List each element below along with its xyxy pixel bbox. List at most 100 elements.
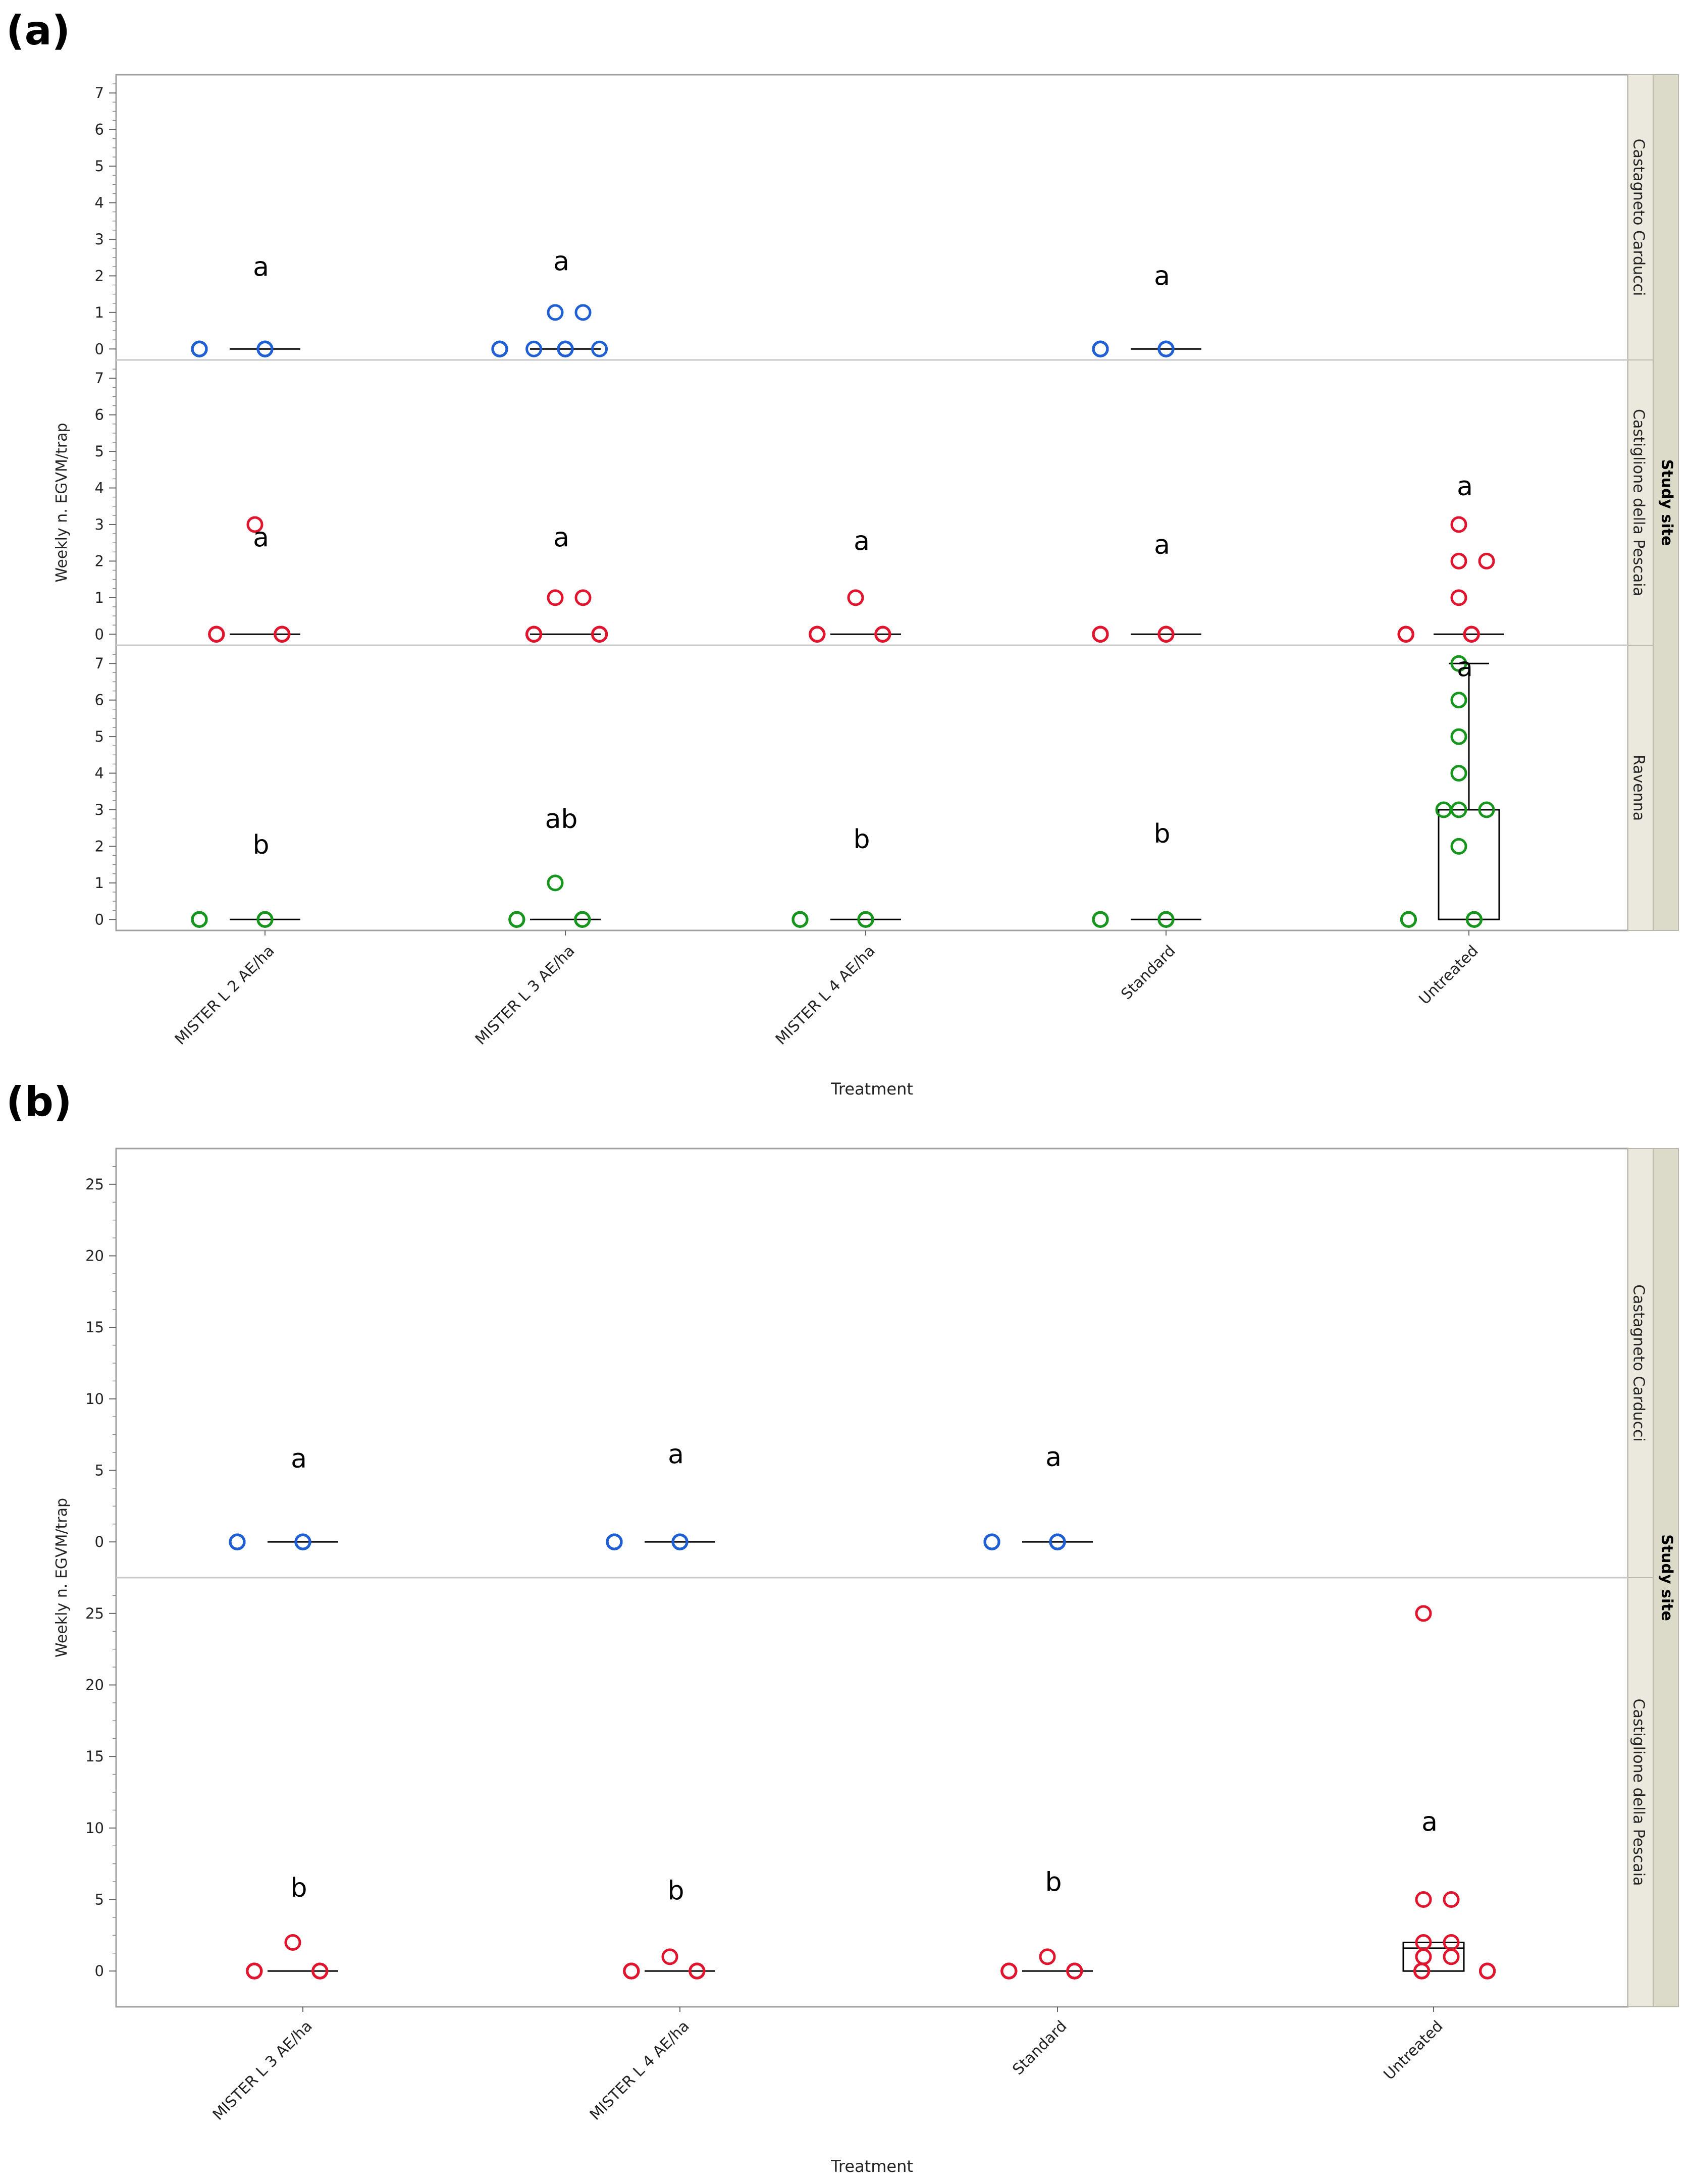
box [1438, 809, 1500, 920]
y-tick-label: 0 [95, 626, 104, 643]
group-mister-l-4-ae-ha: b [623, 1876, 715, 1980]
data-point [623, 1962, 640, 1980]
data-point [311, 1962, 329, 1980]
y-tick-label: 3 [95, 231, 104, 248]
facet-title-strip [1653, 1148, 1679, 2007]
y-tick-label: 7 [95, 84, 104, 101]
data-point [1066, 1962, 1083, 1980]
data-point [574, 911, 591, 928]
data-point [1415, 1948, 1432, 1965]
group-untreated: a [1397, 472, 1504, 643]
data-point [508, 911, 525, 928]
significance-letter: a [854, 527, 870, 557]
significance-letter: b [1153, 819, 1170, 849]
data-point [1000, 1962, 1018, 1980]
data-point [1400, 911, 1417, 928]
y-axis-title: Weekly n. EGVM/trap [53, 423, 71, 582]
facet-castiglione-della-pescaia: Castiglione della Pescaia 0 5 10 15 20 25 b b b a [85, 1577, 1653, 1980]
facet-castagneto-carducci: Castagneto Carducci 0 1 2 3 4 5 6 7 a a a [95, 83, 1648, 357]
y-tick-label: 25 [85, 1176, 104, 1193]
data-point [1039, 1948, 1056, 1965]
panel-label: (a) [6, 7, 70, 54]
data-point [246, 1962, 263, 1980]
significance-letter: ab [545, 804, 578, 835]
panel-b: (b) Study site Weekly n. EGVM/trap Treatmen… [6, 1078, 1679, 2176]
y-tick-label: 5 [95, 1891, 104, 1908]
y-tick-label: 1 [95, 874, 104, 892]
x-axis-title: Treatment [830, 1079, 913, 1099]
y-tick-label: 10 [85, 1390, 104, 1408]
group-mister-l-4-ae-ha: b [791, 824, 901, 928]
significance-letter: b [667, 1876, 684, 1906]
x-tick-label: Untreated [1415, 942, 1482, 1008]
y-tick-label: 4 [95, 480, 104, 497]
facet-strip-label: Castiglione della Pescaia [1630, 409, 1648, 596]
significance-letter: a [668, 1439, 684, 1470]
y-tick-label: 1 [95, 304, 104, 321]
significance-letter: a [253, 252, 269, 282]
y-tick-label: 2 [95, 267, 104, 284]
data-point [525, 626, 543, 643]
group-standard: b [1000, 1867, 1093, 1980]
significance-letter: b [290, 1873, 307, 1903]
data-point [1450, 655, 1467, 672]
group-untreated: a [1400, 653, 1500, 928]
significance-letter: a [1154, 530, 1170, 560]
y-tick-label: 4 [95, 765, 104, 782]
y-tick-label: 3 [95, 801, 104, 818]
y-tick-label: 25 [85, 1605, 104, 1622]
y-tick-label: 20 [85, 1247, 104, 1265]
data-point [1478, 801, 1495, 818]
panel-label: (b) [6, 1078, 72, 1125]
data-point [574, 589, 592, 606]
y-tick-label: 6 [95, 406, 104, 424]
data-point [1463, 626, 1480, 643]
y-tick-label: 1 [95, 589, 104, 606]
y-tick-label: 2 [95, 838, 104, 855]
data-point [1092, 911, 1109, 928]
data-point [1450, 728, 1467, 745]
data-point [591, 626, 608, 643]
data-point [284, 1934, 301, 1951]
y-tick-label: 20 [85, 1677, 104, 1694]
data-point [857, 911, 874, 928]
facet-strip-label: Castagneto Carducci [1630, 1284, 1648, 1442]
y-tick-label: 6 [95, 121, 104, 138]
y-tick-label: 5 [95, 158, 104, 175]
data-point [547, 589, 564, 606]
significance-letter: a [1045, 1442, 1062, 1473]
data-point [1465, 911, 1483, 928]
x-tick-label: Standard [1009, 2017, 1070, 2078]
y-tick-label: 0 [95, 911, 104, 928]
y-tick-label: 7 [95, 370, 104, 387]
data-point [847, 589, 864, 606]
significance-letter: b [252, 830, 269, 860]
group-standard: a [1092, 262, 1201, 357]
group-standard: a [983, 1442, 1093, 1550]
x-tick-label: Standard [1118, 942, 1179, 1003]
data-point [983, 1533, 1000, 1550]
data-point [491, 340, 508, 357]
facet-strip-label: Castiglione della Pescaia [1630, 1699, 1648, 1886]
group-mister-l-3-ae-ha: a [525, 523, 608, 643]
data-point [874, 626, 891, 643]
data-point [1397, 626, 1414, 643]
group-mister-l-2-ae-ha: b [191, 830, 300, 928]
x-axis-title: Treatment [830, 2157, 913, 2176]
y-axis-title: Weekly n. EGVM/trap [53, 1498, 71, 1657]
data-point [191, 911, 208, 928]
y-tick-label: 5 [95, 1462, 104, 1479]
data-point [1092, 340, 1109, 357]
group-standard: b [1092, 819, 1201, 928]
data-point [229, 1533, 246, 1550]
data-point [591, 340, 608, 357]
group-mister-l-3-ae-ha: a [491, 247, 608, 357]
significance-letter: a [291, 1444, 307, 1474]
data-point [791, 911, 809, 928]
y-tick-label: 10 [85, 1819, 104, 1837]
facet-title: Study site [1658, 459, 1676, 546]
significance-letter: a [253, 523, 269, 553]
y-tick-label: 3 [95, 516, 104, 533]
y-tick-label: 15 [85, 1319, 104, 1336]
data-point [1450, 552, 1467, 569]
